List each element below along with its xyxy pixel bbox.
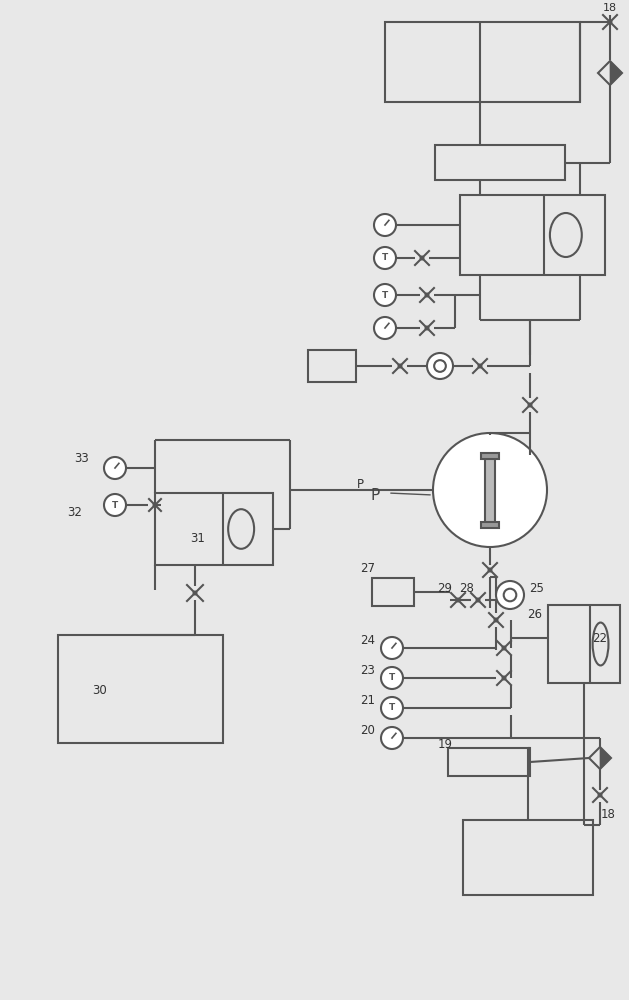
Circle shape xyxy=(153,503,157,507)
Circle shape xyxy=(598,793,602,797)
Circle shape xyxy=(433,433,547,547)
Circle shape xyxy=(488,568,492,572)
Circle shape xyxy=(420,256,424,260)
Text: 30: 30 xyxy=(92,684,108,696)
Circle shape xyxy=(456,598,460,602)
Text: 32: 32 xyxy=(67,506,82,518)
Bar xyxy=(155,493,273,565)
Text: 22: 22 xyxy=(593,632,608,645)
Circle shape xyxy=(398,364,402,368)
Text: 24: 24 xyxy=(360,634,376,647)
Text: 29: 29 xyxy=(438,582,452,594)
Text: 31: 31 xyxy=(191,532,206,544)
Bar xyxy=(481,522,499,528)
Circle shape xyxy=(381,697,403,719)
Text: P: P xyxy=(370,488,379,502)
Bar xyxy=(548,605,620,683)
Text: 27: 27 xyxy=(360,562,376,574)
Text: 33: 33 xyxy=(75,452,89,464)
Bar xyxy=(485,458,495,522)
Text: T: T xyxy=(382,253,388,262)
Circle shape xyxy=(425,326,429,330)
Circle shape xyxy=(381,667,403,689)
Circle shape xyxy=(193,591,197,595)
Circle shape xyxy=(496,581,524,609)
Circle shape xyxy=(104,457,126,479)
Circle shape xyxy=(608,20,612,24)
Bar xyxy=(463,820,593,895)
Circle shape xyxy=(427,353,453,379)
Circle shape xyxy=(374,214,396,236)
Polygon shape xyxy=(600,747,611,769)
Bar xyxy=(308,350,356,382)
Circle shape xyxy=(502,646,506,650)
Text: T: T xyxy=(112,500,118,510)
Bar xyxy=(385,22,580,102)
Text: 19: 19 xyxy=(438,738,452,752)
Bar xyxy=(372,578,414,606)
Text: T: T xyxy=(389,704,395,712)
Text: 28: 28 xyxy=(460,582,474,594)
Circle shape xyxy=(502,676,506,680)
Text: T: T xyxy=(389,674,395,682)
Polygon shape xyxy=(610,61,622,85)
Text: 25: 25 xyxy=(530,582,545,594)
Text: 26: 26 xyxy=(528,608,542,621)
Text: P: P xyxy=(357,479,364,491)
Circle shape xyxy=(374,317,396,339)
Text: 18: 18 xyxy=(603,3,617,13)
Circle shape xyxy=(476,598,480,602)
Circle shape xyxy=(478,364,482,368)
Text: 20: 20 xyxy=(360,724,376,736)
Circle shape xyxy=(494,618,498,622)
Text: 23: 23 xyxy=(360,664,376,676)
Bar xyxy=(58,635,223,743)
Bar xyxy=(481,452,499,458)
Bar xyxy=(435,145,565,180)
Circle shape xyxy=(381,637,403,659)
Circle shape xyxy=(374,284,396,306)
Circle shape xyxy=(425,293,429,297)
Bar xyxy=(448,748,530,776)
Text: 18: 18 xyxy=(601,808,615,822)
Text: T: T xyxy=(382,290,388,300)
Circle shape xyxy=(374,247,396,269)
Circle shape xyxy=(528,403,532,407)
Text: 21: 21 xyxy=(360,694,376,706)
Circle shape xyxy=(104,494,126,516)
Bar xyxy=(460,195,605,275)
Circle shape xyxy=(381,727,403,749)
